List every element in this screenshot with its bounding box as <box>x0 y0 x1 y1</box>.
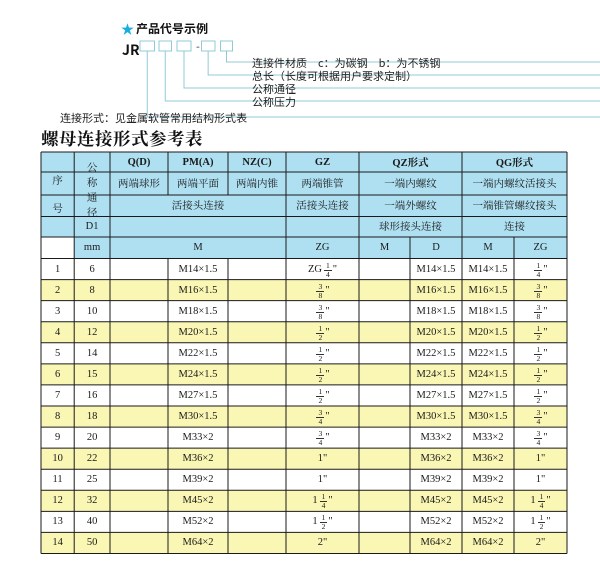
svg-text:-: - <box>196 38 200 54</box>
